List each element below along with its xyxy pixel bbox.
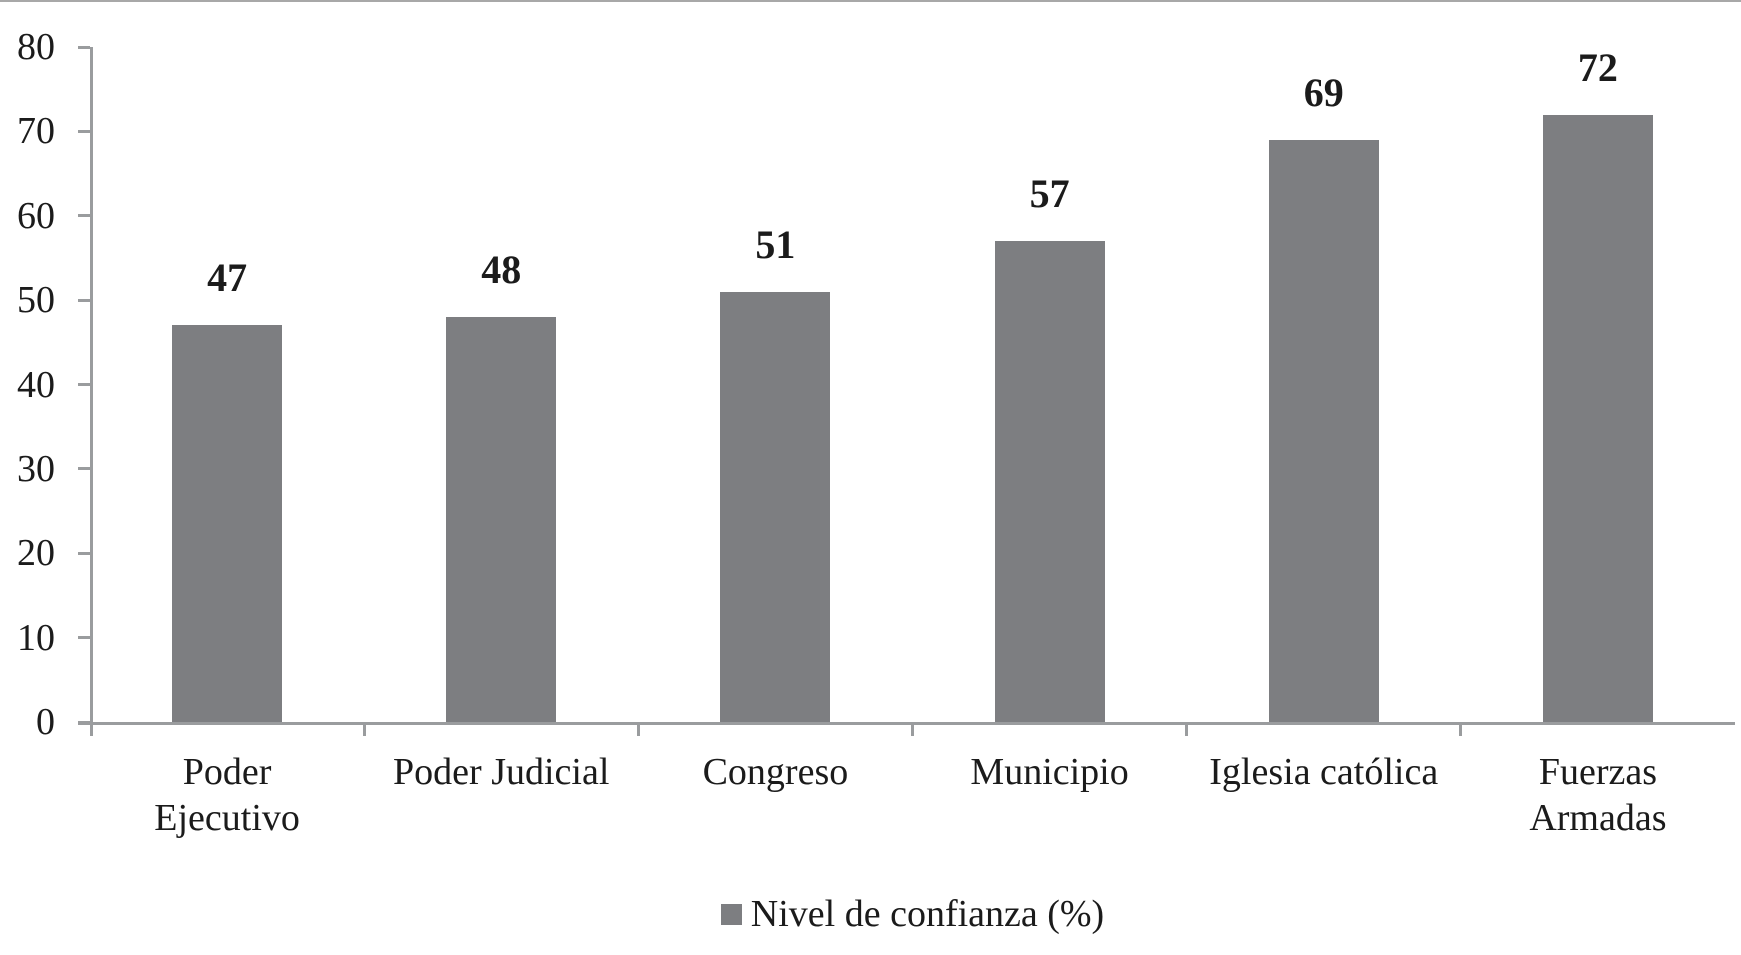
y-tick-mark xyxy=(78,129,90,133)
top-rule xyxy=(0,0,1741,2)
y-tick-mark xyxy=(78,551,90,555)
y-tick-mark xyxy=(78,214,90,218)
bar-value-label: 57 xyxy=(1029,171,1070,217)
x-tick-mark xyxy=(1185,722,1189,736)
y-tick-label: 70 xyxy=(17,110,55,153)
y-tick-label: 80 xyxy=(17,26,55,68)
bar-value-label: 48 xyxy=(481,247,522,292)
bar xyxy=(172,325,283,722)
y-tick-mark xyxy=(78,720,90,724)
y-tick-label: 60 xyxy=(17,194,55,237)
category-label: Congreso xyxy=(702,751,849,793)
bar xyxy=(994,241,1105,722)
y-tick-mark xyxy=(78,298,90,302)
y-tick-mark xyxy=(78,45,90,49)
category-label: Poder Ejecutivo xyxy=(154,751,300,840)
legend: Nivel de confianza (%) xyxy=(90,890,1735,938)
x-tick-mark xyxy=(911,722,914,736)
y-tick-label: 50 xyxy=(17,279,55,322)
x-axis-line xyxy=(78,722,1735,725)
category-label: Poder Judicial xyxy=(393,751,610,793)
x-tick-mark xyxy=(636,722,640,736)
y-tick-mark xyxy=(78,383,90,386)
category-label: Iglesia católica xyxy=(1209,751,1439,793)
plot-area: 0 10 20 30 40 50 60 70 80 47 Poder Ejecutivo 48 Pode… xyxy=(17,28,1735,839)
legend-label: Nivel de confianza (%) xyxy=(750,893,1105,935)
bar-value-label: 69 xyxy=(1303,69,1344,115)
bar-value-label: 47 xyxy=(207,255,248,301)
category-label: Municipio xyxy=(970,751,1129,793)
bar xyxy=(1268,139,1379,722)
y-tick-label: 30 xyxy=(17,447,55,490)
y-tick-mark xyxy=(78,467,90,471)
y-tick-label: 20 xyxy=(17,532,55,575)
category-label: Fuerzas Armadas xyxy=(1529,751,1667,840)
y-axis-line xyxy=(90,47,93,725)
y-tick-label: 40 xyxy=(17,363,55,406)
x-tick-mark xyxy=(1459,722,1463,736)
y-tick-label: 10 xyxy=(17,616,55,659)
bar xyxy=(1542,114,1653,722)
y-tick-label: 0 xyxy=(36,701,55,743)
bar-value-label: 72 xyxy=(1577,44,1618,90)
bar xyxy=(720,291,831,722)
bar-value-label: 51 xyxy=(755,221,796,267)
bar xyxy=(446,317,557,722)
legend-swatch-icon xyxy=(720,903,742,925)
x-tick-mark xyxy=(90,722,93,736)
y-tick-mark xyxy=(78,636,90,640)
x-tick-mark xyxy=(362,722,366,736)
